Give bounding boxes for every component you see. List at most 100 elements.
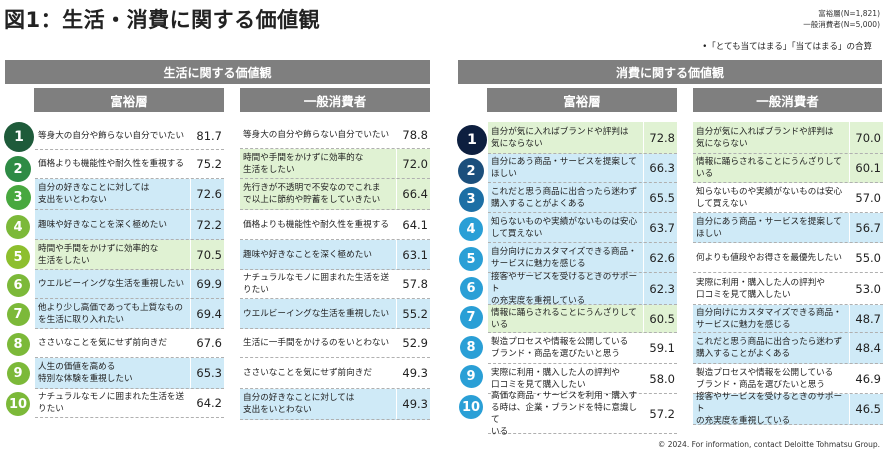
item-value: 56.7 bbox=[849, 213, 883, 242]
item-value: 49.3 bbox=[396, 389, 430, 419]
aggregation-note: •「とても当てはまる」「当てはまる」の合算 bbox=[702, 42, 872, 52]
item-label: 知らないものや実績がないものは安心 して買えない bbox=[696, 186, 843, 209]
item-value: 62.6 bbox=[643, 243, 677, 272]
rank-badge: 6 bbox=[459, 277, 483, 300]
rank-badge: 4 bbox=[459, 217, 483, 241]
item-value: 57.0 bbox=[855, 190, 881, 205]
column-headers: 富裕層 一般消費者 bbox=[5, 88, 430, 114]
rank-badge: 8 bbox=[6, 333, 30, 356]
item-value: 69.9 bbox=[190, 270, 224, 298]
item-label: 価格よりも機能性や耐久性を重視する bbox=[243, 219, 389, 230]
item-label: 製造プロセスや情報を公開している ブランド・商品を選びたいと思う bbox=[491, 337, 629, 359]
item-label: 接客やサービスを受けるときのサポート の充実度を重視している bbox=[696, 392, 843, 426]
sample-size-legend: 富裕層(N=1,821) 一般消費者(N=5,000) bbox=[803, 8, 880, 30]
item-label: 情報に踊らされることにうんざりしている bbox=[491, 307, 637, 330]
item-label: 自分が気に入ればブランドや評判は 気にならない bbox=[696, 126, 834, 149]
column-header-general: 一般消費者 bbox=[240, 88, 430, 112]
item-value: 49.3 bbox=[402, 366, 428, 380]
item-label: 価格よりも機能性や耐久性を重視する bbox=[38, 159, 184, 169]
item-label: これだと思う商品に出合ったら迷わず 購入することがよくある bbox=[491, 186, 638, 209]
table-row: 人生の価値を高める 特別な体験を重視したい 65.3 bbox=[35, 358, 224, 389]
rank-badge: 1 bbox=[4, 122, 34, 152]
table-row: 情報に踊らされることにうんざりしている 60.1 bbox=[693, 154, 883, 183]
item-value: 60.5 bbox=[643, 305, 677, 332]
item-label: 実際に利用・購入した人の評判や 口コミを見て購入したい bbox=[491, 367, 620, 390]
table-row: ナチュラルなモノに囲まれた生活を送りたい 57.8 bbox=[240, 270, 430, 299]
item-value: 70.5 bbox=[190, 240, 224, 269]
item-value: 65.5 bbox=[643, 183, 677, 212]
table-row: 知らないものや実績がないものは安心 して買えない 57.0 bbox=[693, 183, 883, 213]
table-row: 自分向けにカスタマイズできる商品・ サービスに魅力を感じる 48.7 bbox=[693, 305, 883, 333]
table-row: 等身大の自分や飾らない自分でいたい 81.7 bbox=[35, 122, 224, 150]
table-row: 自分にあう商品・サービスを提案してほしい 56.7 bbox=[693, 213, 883, 243]
table-row: 自分が気に入ればブランドや評判は 気にならない 70.0 bbox=[693, 122, 883, 154]
item-label: 自分向けにカスタマイズできる商品・ サービスに魅力を感じる bbox=[696, 307, 842, 330]
item-label: 自分が気に入ればブランドや評判は 気にならない bbox=[491, 126, 629, 149]
item-value: 64.2 bbox=[196, 396, 222, 410]
table-row: これだと思う商品に出合ったら迷わず 購入することがよくある 65.5 bbox=[488, 183, 677, 213]
legend-general: 一般消費者(N=5,000) bbox=[803, 20, 880, 29]
item-value: 67.6 bbox=[196, 336, 222, 350]
rank-badge: 10 bbox=[6, 392, 30, 416]
rank-badge: 2 bbox=[5, 156, 31, 182]
item-label: ナチュラルなモノに囲まれた生活を送りたい bbox=[243, 273, 390, 295]
table-row: 価格よりも機能性や耐久性を重視する 64.1 bbox=[240, 210, 430, 240]
item-value: 63.7 bbox=[643, 213, 677, 242]
table-row: ナチュラルなモノに囲まれた生活を送りたい 64.2 bbox=[35, 389, 224, 418]
table-row: 時間や手間をかけずに効率的な 生活をしたい 70.5 bbox=[35, 240, 224, 270]
table-row: 何よりも値段やお得さを最優先したい 55.0 bbox=[693, 243, 883, 273]
item-label: 情報に踊らされることにうんざりしている bbox=[696, 157, 842, 179]
table-row: 実際に利用・購入した人の評判や 口コミを見て購入したい 53.0 bbox=[693, 273, 883, 305]
item-value: 58.0 bbox=[649, 371, 675, 386]
item-label: 知らないものや実績がないものは安心 して買えない bbox=[491, 216, 638, 239]
table-row: 先行きが不透明で不安なのでこれま で以上に節約や貯蓄をしていきたい 66.4 bbox=[240, 179, 430, 210]
item-value: 75.2 bbox=[196, 157, 222, 171]
rank-badge: 8 bbox=[459, 336, 483, 359]
table-row: 趣味や好きなことを深く極めたい 72.2 bbox=[35, 210, 224, 240]
rank-badge: 9 bbox=[6, 362, 30, 385]
item-value: 72.2 bbox=[190, 210, 224, 239]
consumption-values-panel: 消費に関する価値観 富裕層 一般消費者 1 2 3 4 5 6 7 8 9 10 自分が気に入れば… bbox=[457, 60, 883, 437]
item-label: ささいなことを気にせず前向きだ bbox=[38, 338, 167, 348]
table-row: 趣味や好きなことを深く極めたい 63.1 bbox=[240, 240, 430, 270]
item-value: 65.3 bbox=[190, 358, 224, 388]
rank-badge: 7 bbox=[459, 306, 483, 329]
item-label: 生活に一手間をかけるのをいとわない bbox=[243, 338, 390, 348]
item-label: 自分にあう商品・サービスを提案してほしい bbox=[696, 216, 842, 239]
item-value: 66.3 bbox=[643, 154, 677, 182]
table-row: 情報に踊らされることにうんざりしている 60.5 bbox=[488, 305, 677, 333]
table-row: これだと思う商品に出合ったら迷わず 購入することがよくある 48.4 bbox=[693, 333, 883, 364]
item-value: 72.0 bbox=[396, 149, 430, 178]
item-value: 60.1 bbox=[849, 154, 883, 182]
rank-badge: 5 bbox=[6, 245, 30, 269]
item-value: 64.1 bbox=[402, 217, 428, 232]
column-headers: 富裕層 一般消費者 bbox=[458, 88, 882, 114]
table-row: 高価な商品・サービスを利用・購入す る時は、企業・ブランドを特に意識して いる 5… bbox=[488, 391, 677, 437]
item-label: ささいなことを気にせず前向きだ bbox=[243, 368, 372, 378]
table-row: 生活に一手間をかけるのをいとわない 52.9 bbox=[240, 329, 430, 358]
item-value: 52.9 bbox=[402, 336, 428, 350]
legend-affluent: 富裕層(N=1,821) bbox=[818, 9, 880, 18]
item-label: 趣味や好きなことを深く極めたい bbox=[243, 249, 372, 260]
table-row: 自分向けにカスタマイズできる商品・ サービスに魅力を感じる 62.6 bbox=[488, 243, 677, 273]
item-label: 時間や手間をかけずに効率的な 生活をしたい bbox=[38, 243, 159, 266]
item-value: 72.8 bbox=[643, 122, 677, 153]
item-value: 57.2 bbox=[649, 406, 675, 421]
item-label: ウエルビーイングな生活を重視したい bbox=[38, 279, 185, 289]
panel-header: 生活に関する価値観 bbox=[5, 60, 430, 84]
table-row: ウエルビーイングな生活を重視したい 55.2 bbox=[240, 299, 430, 329]
table-row: 等身大の自分や飾らない自分でいたい 78.8 bbox=[240, 122, 430, 149]
rank-badge: 1 bbox=[457, 125, 487, 155]
item-value: 66.4 bbox=[396, 179, 430, 209]
item-value: 57.8 bbox=[402, 277, 428, 291]
table-row: 時間や手間をかけずに効率的な 生活をしたい 72.0 bbox=[240, 149, 430, 179]
table-row: 自分の好きなことに対しては 支出をいとわない 49.3 bbox=[240, 389, 430, 420]
rank-badge: 3 bbox=[458, 187, 484, 212]
table-row: 知らないものや実績がないものは安心 して買えない 63.7 bbox=[488, 213, 677, 243]
rank-badge: 9 bbox=[459, 365, 483, 388]
item-label: 自分にあう商品・サービスを提案してほしい bbox=[491, 157, 637, 179]
item-label: 人生の価値を高める 特別な体験を重視したい bbox=[38, 362, 133, 384]
item-label: 何よりも値段やお得さを最優先したい bbox=[696, 252, 842, 263]
item-label: 先行きが不透明で不安なのでこれま で以上に節約や貯蓄をしていきたい bbox=[243, 183, 381, 205]
table-row: 自分が気に入ればブランドや評判は 気にならない 72.8 bbox=[488, 122, 677, 154]
